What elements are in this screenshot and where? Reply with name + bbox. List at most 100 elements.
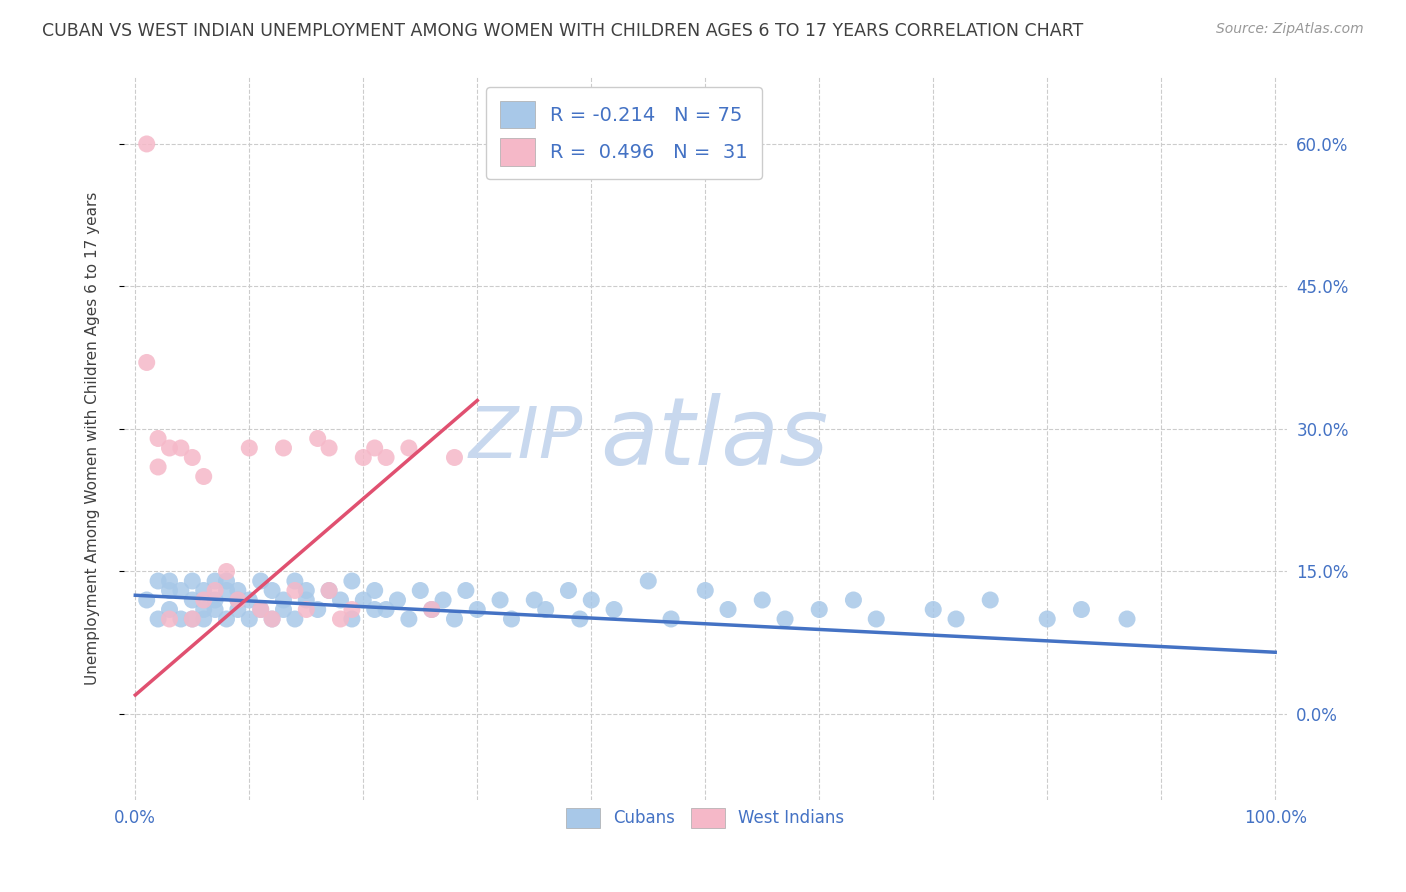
Point [170,441,193,455]
Point [159,612,181,626]
Point [215,612,238,626]
Point [204,593,226,607]
Point [637,574,659,588]
Point [193,583,215,598]
Point [865,612,887,626]
Point [204,583,226,598]
Point [751,593,773,607]
Point [159,441,181,455]
Point [398,441,420,455]
Point [295,602,318,616]
Point [249,602,271,616]
Point [398,612,420,626]
Point [523,593,546,607]
Point [284,574,307,588]
Point [204,574,226,588]
Point [603,602,626,616]
Point [695,583,717,598]
Point [454,583,477,598]
Point [226,593,249,607]
Point [363,602,385,616]
Point [262,583,284,598]
Point [146,612,169,626]
Point [273,602,295,616]
Point [249,574,271,588]
Point [193,593,215,607]
Point [193,469,215,483]
Point [557,583,579,598]
Point [204,602,226,616]
Point [226,583,249,598]
Point [352,450,374,465]
Point [181,450,204,465]
Point [318,583,340,598]
Point [215,574,238,588]
Point [340,574,363,588]
Point [717,602,740,616]
Point [284,583,307,598]
Point [284,612,307,626]
Point [352,593,374,607]
Point [226,593,249,607]
Point [329,612,352,626]
Text: CUBAN VS WEST INDIAN UNEMPLOYMENT AMONG WOMEN WITH CHILDREN AGES 6 TO 17 YEARS C: CUBAN VS WEST INDIAN UNEMPLOYMENT AMONG … [42,22,1084,40]
Point [146,460,169,475]
Point [363,441,385,455]
Point [181,612,204,626]
Point [465,602,488,616]
Point [318,441,340,455]
Text: Source: ZipAtlas.com: Source: ZipAtlas.com [1216,22,1364,37]
Point [307,432,329,446]
Text: ZIP: ZIP [468,404,583,473]
Point [238,612,260,626]
Point [295,583,318,598]
Point [146,432,169,446]
Point [1070,602,1092,616]
Point [363,583,385,598]
Point [135,136,157,151]
Point [238,593,260,607]
Point [432,593,454,607]
Point [534,602,557,616]
Point [1116,612,1139,626]
Point [238,441,260,455]
Point [262,612,284,626]
Point [420,602,443,616]
Point [1036,612,1059,626]
Point [581,593,603,607]
Point [193,602,215,616]
Point [773,612,796,626]
Point [159,583,181,598]
Point [262,612,284,626]
Point [146,574,169,588]
Point [340,602,363,616]
Point [249,602,271,616]
Point [295,593,318,607]
Point [215,565,238,579]
Point [193,612,215,626]
Point [135,355,157,369]
Point [181,612,204,626]
Point [273,593,295,607]
Point [181,574,204,588]
Point [375,450,398,465]
Point [170,583,193,598]
Point [329,593,352,607]
Point [501,612,523,626]
Point [659,612,682,626]
Point [318,583,340,598]
Point [170,612,193,626]
Point [808,602,831,616]
Point [979,593,1001,607]
Point [226,602,249,616]
Point [159,602,181,616]
Point [387,593,409,607]
Point [181,593,204,607]
Text: atlas: atlas [600,393,830,484]
Point [443,450,465,465]
Point [922,602,945,616]
Point [340,612,363,626]
Point [568,612,591,626]
Point [135,593,157,607]
Point [842,593,865,607]
